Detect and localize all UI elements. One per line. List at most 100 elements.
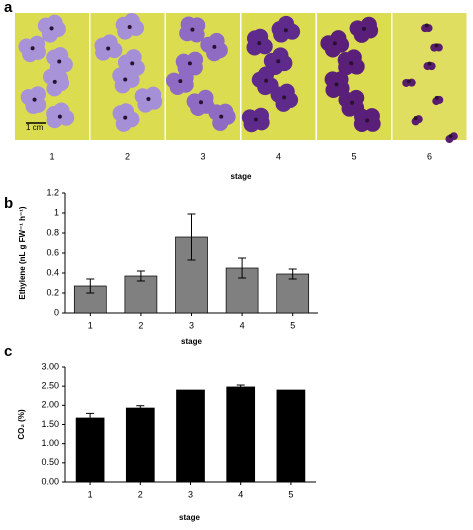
flower-center [361, 26, 366, 31]
flower-center [264, 78, 269, 83]
y-tick-label: 2.00 [41, 400, 59, 410]
petal [345, 49, 362, 66]
flower-center [57, 59, 62, 64]
x-tick-label: 2 [138, 489, 143, 499]
flower-center [32, 97, 37, 102]
flower-center [123, 77, 128, 82]
x-tick-label: 4 [240, 320, 245, 330]
flower-center [349, 61, 354, 66]
flower-center [253, 117, 258, 122]
flower-center [427, 61, 432, 66]
flower-center [49, 26, 54, 31]
x-axis-label: stage [179, 513, 200, 522]
error-bar [187, 213, 196, 261]
x-axis-label: stage [231, 172, 252, 181]
y-tick-label: 0.4 [46, 267, 59, 277]
y-tick-label: 3.00 [41, 361, 59, 371]
flower-center [130, 61, 135, 66]
bar [125, 407, 155, 483]
flower-center [283, 28, 288, 33]
x-tick-label: 4 [238, 489, 243, 499]
error-bar [86, 412, 95, 424]
bar [124, 275, 158, 314]
y-tick-label: 0.00 [41, 476, 59, 486]
scale-label: 1 cm [26, 123, 44, 132]
flower-center [424, 23, 429, 28]
flower-center [434, 95, 439, 100]
petal [46, 14, 63, 31]
photo-label: 6 [427, 151, 432, 161]
flower-center [282, 95, 287, 100]
petal [278, 15, 295, 32]
flower-center [448, 134, 453, 139]
error-bar [136, 405, 145, 411]
flower-center [187, 61, 192, 66]
flower-center [219, 114, 224, 119]
photo [392, 13, 467, 140]
flower-center [413, 116, 418, 121]
petal [330, 30, 347, 47]
bar [276, 273, 310, 314]
bar [75, 417, 105, 483]
error-bar [288, 268, 297, 280]
x-axis-label: stage [181, 337, 202, 346]
petal [53, 102, 70, 119]
error-bar [86, 278, 95, 294]
flower-center [276, 59, 281, 64]
flower-center [212, 44, 217, 49]
y-tick-label: 0 [54, 307, 59, 317]
y-axis-label: CO₂ (%) [17, 409, 26, 440]
y-tick-label: 2.50 [41, 381, 59, 391]
y-tick-label: 1.50 [41, 419, 59, 429]
y-tick-label: 0.8 [46, 227, 59, 237]
x-tick-label: 1 [88, 320, 93, 330]
petal [258, 66, 275, 83]
y-tick-label: 1.2 [46, 187, 59, 197]
petal [123, 12, 140, 29]
bar [176, 389, 205, 483]
error-bar [236, 384, 245, 390]
petal [177, 69, 194, 86]
flower-center [146, 96, 151, 101]
x-tick-label: 1 [88, 489, 93, 499]
petal [252, 28, 269, 45]
x-tick-label: 5 [288, 489, 293, 499]
flower-center [406, 79, 411, 84]
x-tick-label: 2 [138, 320, 143, 330]
flower-center [106, 46, 111, 51]
flower-center [334, 82, 339, 87]
flower-center [123, 115, 128, 120]
flower-center [190, 27, 195, 32]
petal [208, 32, 225, 49]
x-tick-label: 3 [189, 320, 194, 330]
photo-label: 5 [351, 151, 356, 161]
panel-label: a [4, 0, 13, 16]
x-tick-label: 5 [290, 320, 295, 330]
error-bar [238, 257, 247, 279]
photo-label: 1 [49, 151, 54, 161]
flower-center [350, 100, 355, 105]
bar [226, 386, 256, 483]
x-tick-label: 3 [188, 489, 193, 499]
y-tick-label: 1 [54, 207, 59, 217]
y-tick-label: 0.2 [46, 287, 59, 297]
petal [52, 47, 69, 64]
petal [52, 70, 69, 87]
flower-center [178, 79, 183, 84]
y-tick-label: 1.00 [41, 438, 59, 448]
flower-center [332, 41, 337, 46]
petal [411, 117, 420, 126]
panel-label: b [4, 195, 13, 212]
y-axis-label: Ethylene (nL g FW⁻¹ h⁻¹) [18, 206, 27, 300]
error-bar [136, 270, 145, 282]
petal [125, 49, 142, 66]
petal [278, 83, 295, 100]
flower-center [365, 118, 370, 123]
panel-label: c [4, 343, 12, 360]
photo-strip [15, 12, 467, 144]
photo-label: 4 [276, 151, 281, 161]
photo-label: 2 [125, 151, 130, 161]
photo-label: 3 [200, 151, 205, 161]
flower-center [30, 46, 35, 51]
